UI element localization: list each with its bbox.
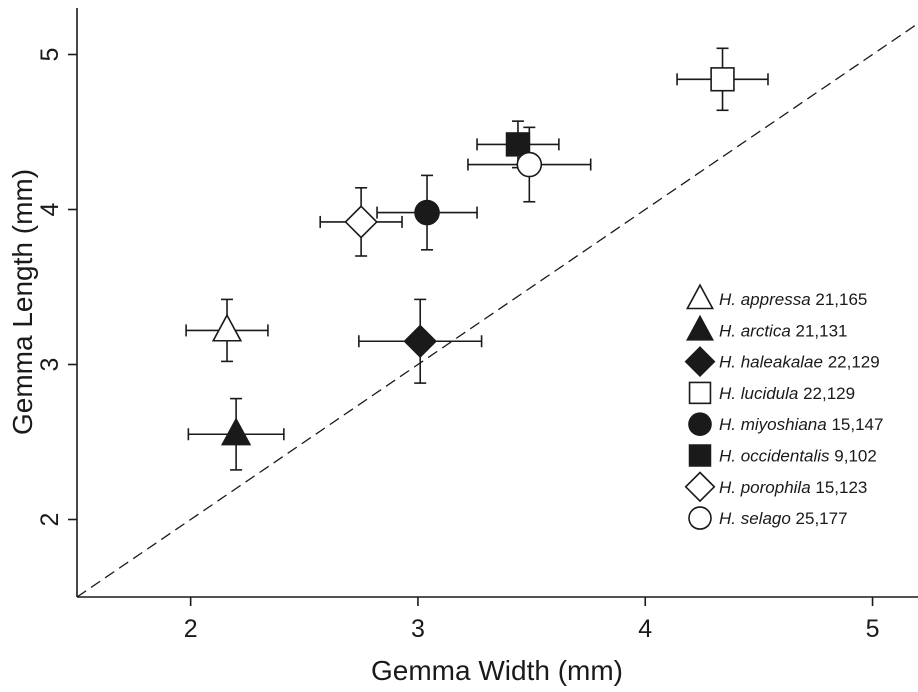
legend-circle-filled-marker [688,412,712,437]
plot-frame [76,8,918,598]
data-point [467,126,592,203]
legend-species-name: H. porophila [719,478,811,497]
circle-open-marker [516,151,543,178]
x-tick-label: 4 [638,615,652,643]
data-point [185,298,269,363]
triangle-open-marker [211,313,243,342]
data-point [187,397,285,471]
legend-label: H. haleakalae 22,129 [719,353,880,372]
legend-item: H. selago 25,177 [688,506,848,530]
legend-sample-counts: 25,177 [791,509,848,528]
data-point [358,298,483,384]
legend-sample-counts: 22,129 [823,353,880,372]
legend-circle-open-marker [688,506,712,530]
legend-item: H. porophila 15,123 [684,471,867,503]
legend-triangle-open-marker [686,283,714,310]
y-axis-ticks: 2 3 4 5 [36,48,77,527]
legend-species-name: H. miyoshiana [719,415,827,434]
legend-item: H. arctica 21,131 [686,314,848,341]
legend-label: H. porophila 15,123 [719,478,867,497]
legend-sample-counts: 9,102 [830,447,877,466]
legend-sample-counts: 15,123 [811,478,868,497]
legend-label: H. selago 25,177 [719,509,848,528]
legend-item: H. appressa 21,165 [686,283,867,310]
legend-square-filled-marker [688,444,712,467]
data-point [319,187,403,257]
legend-species-name: H. occidentalis [719,447,830,466]
y-tick-label: 2 [36,513,64,527]
legend-species-name: H. lucidula [719,384,798,403]
legend-species-name: H. arctica [719,321,791,340]
legend-item: H. haleakalae 22,129 [684,346,880,378]
y-axis-title: Gemma Length (mm) [7,169,38,435]
x-tick-label: 3 [411,615,425,643]
legend-label: H. arctica 21,131 [719,321,848,340]
legend-diamond-open-marker [684,471,716,503]
square-open-marker [710,67,735,92]
legend-sample-counts: 21,131 [791,321,848,340]
legend-item: H. lucidula 22,129 [688,381,855,405]
legend-item: H. occidentalis 9,102 [688,444,877,467]
legend-sample-counts: 21,165 [811,290,868,309]
y-tick-label: 5 [36,48,64,62]
legend-square-open-marker [688,381,712,405]
legend-label: H. lucidula 22,129 [719,384,855,403]
legend-label: H. miyoshiana 15,147 [719,415,883,434]
diamond-open-marker [344,205,378,239]
diamond-filled-marker [403,324,437,358]
legend-sample-counts: 22,129 [798,384,855,403]
legend-diamond-filled-marker [684,346,716,378]
legend-species-name: H. selago [719,509,791,528]
legend-species-name: H. haleakalae [719,353,823,372]
y-tick-label: 4 [36,202,64,216]
legend-sample-counts: 15,147 [827,415,884,434]
circle-filled-marker [414,199,440,226]
x-tick-label: 2 [184,615,198,643]
x-axis-title: Gemma Width (mm) [371,655,623,686]
x-tick-label: 5 [866,615,880,643]
legend-species-name: H. appressa [719,290,811,309]
legend-item: H. miyoshiana 15,147 [688,412,883,437]
y-tick-label: 3 [36,358,64,372]
legend-label: H. occidentalis 9,102 [719,447,877,466]
legend-label: H. appressa 21,165 [719,290,867,309]
data-point [376,174,478,251]
x-axis-ticks: 2 3 4 5 [184,597,880,643]
legend: H. appressa 21,165 H. arctica 21,131 H. ha… [684,283,883,530]
data-points [185,47,769,471]
data-point [676,47,769,112]
data-point [476,120,560,169]
legend-triangle-filled-marker [686,314,714,341]
triangle-filled-marker [220,417,252,446]
